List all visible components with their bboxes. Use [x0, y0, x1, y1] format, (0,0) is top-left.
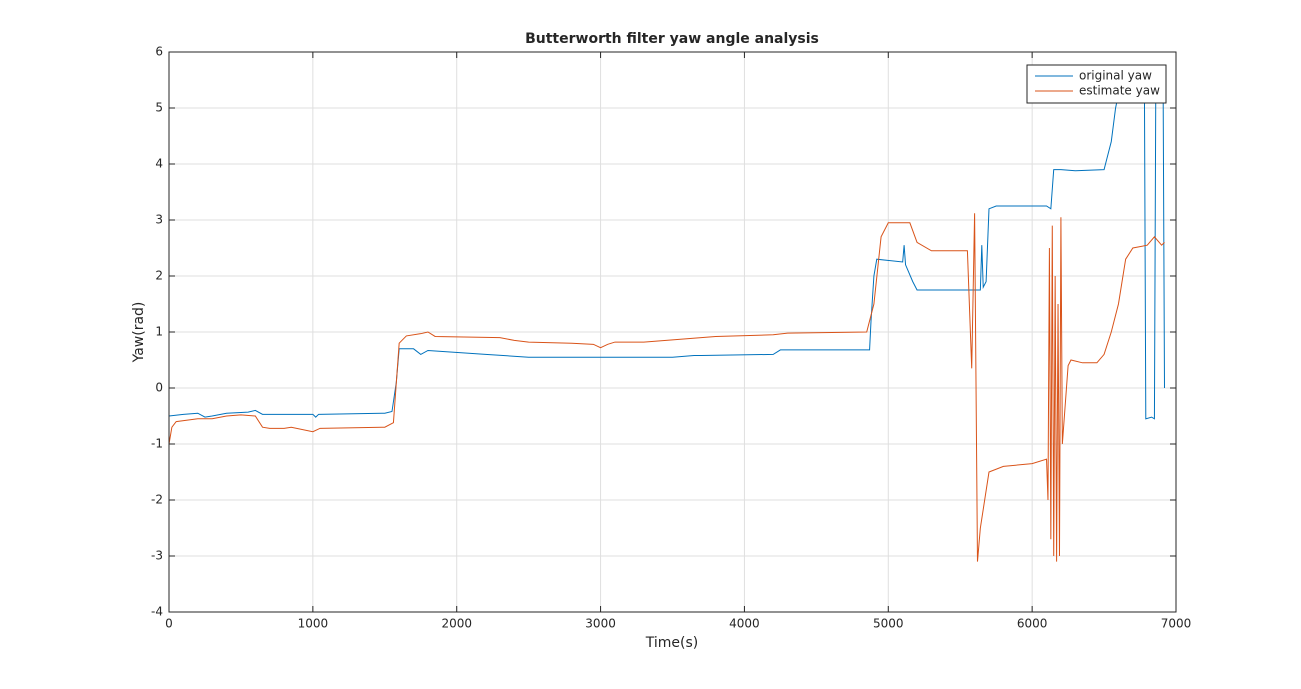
x-tick-label: 4000	[729, 617, 760, 631]
y-tick-label: -2	[151, 493, 163, 507]
data-line	[168, 68, 1165, 420]
legend-label: estimate yaw	[1079, 84, 1160, 98]
axes-box	[168, 51, 1177, 613]
x-axis-label: Time(s)	[645, 635, 698, 651]
y-tick-label: 3	[155, 213, 163, 227]
y-tick-label: 0	[155, 381, 163, 395]
y-tick-label: -3	[151, 549, 163, 563]
legend-label: original yaw	[1079, 69, 1152, 83]
chart-title: Butterworth filter yaw angle analysis	[525, 31, 819, 47]
x-tick-label: 3000	[585, 617, 616, 631]
legend-box	[1026, 64, 1167, 104]
y-tick-label: -4	[151, 605, 163, 619]
y-tick-label: -1	[151, 437, 163, 451]
x-tick-label: 0	[165, 617, 173, 631]
x-tick-label: 1000	[298, 617, 329, 631]
y-tick-label: 1	[155, 325, 163, 339]
y-tick-label: 4	[155, 157, 163, 171]
x-tick-label: 6000	[1017, 617, 1048, 631]
y-tick-label: 6	[155, 45, 163, 59]
data-line	[168, 213, 1165, 562]
x-tick-label: 2000	[441, 617, 472, 631]
x-tick-label: 7000	[1161, 617, 1192, 631]
y-tick-label: 5	[155, 101, 163, 115]
x-tick-label: 5000	[873, 617, 904, 631]
y-tick-label: 2	[155, 269, 163, 283]
y-axis-label: Yaw(rad)	[131, 302, 147, 364]
